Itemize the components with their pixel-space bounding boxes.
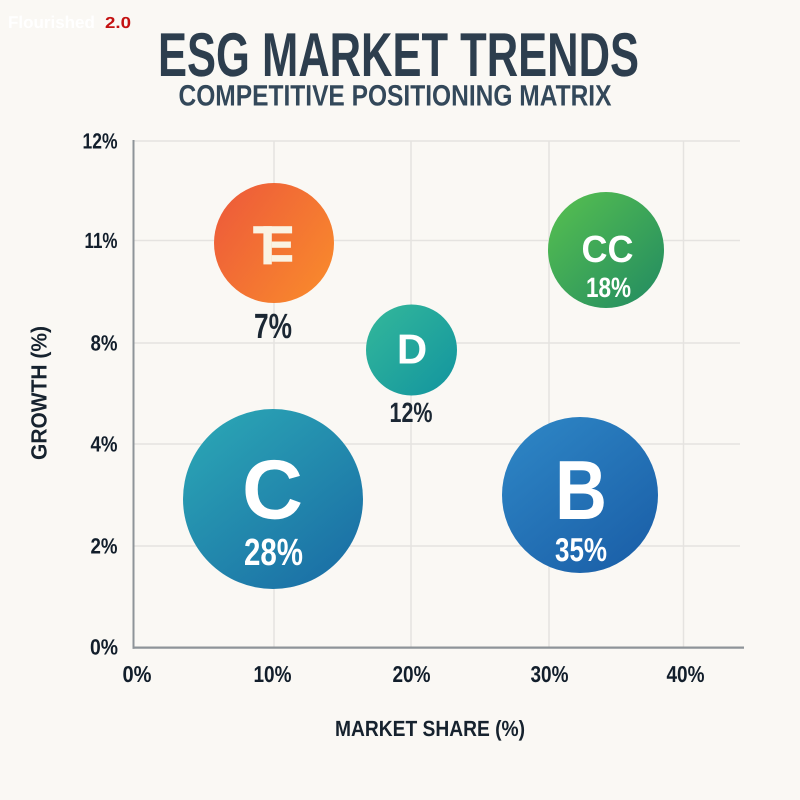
svg-text:COMPETITIVE POSITIONING MATRIX: COMPETITIVE POSITIONING MATRIX (179, 80, 612, 113)
svg-text:B: B (555, 443, 607, 537)
svg-text:7%: 7% (254, 307, 292, 346)
svg-text:20%: 20% (393, 661, 431, 687)
svg-text:0%: 0% (123, 661, 152, 687)
svg-text:GROWTH (%): GROWTH (%) (27, 326, 52, 460)
svg-text:4%: 4% (91, 432, 118, 457)
svg-text:2.0: 2.0 (105, 15, 131, 32)
svg-text:MARKET SHARE (%): MARKET SHARE (%) (335, 716, 525, 741)
svg-text:12%: 12% (390, 397, 433, 428)
svg-text:8%: 8% (91, 331, 118, 356)
svg-text:10%: 10% (254, 661, 292, 687)
svg-text:35%: 35% (555, 531, 607, 568)
svg-text:18%: 18% (586, 272, 631, 303)
svg-text:30%: 30% (531, 661, 569, 687)
svg-text:11%: 11% (85, 228, 118, 253)
svg-text:CC: CC (582, 229, 634, 271)
svg-text:12%: 12% (83, 129, 118, 154)
svg-text:28%: 28% (244, 532, 303, 574)
svg-text:C: C (242, 443, 303, 537)
svg-text:40%: 40% (667, 661, 705, 687)
svg-text:ESG MARKET TRENDS: ESG MARKET TRENDS (158, 21, 639, 90)
svg-text:0%: 0% (90, 634, 118, 659)
svg-text:D: D (397, 326, 427, 373)
svg-text:2%: 2% (91, 534, 118, 559)
svg-text:Flourished: Flourished (8, 13, 95, 32)
